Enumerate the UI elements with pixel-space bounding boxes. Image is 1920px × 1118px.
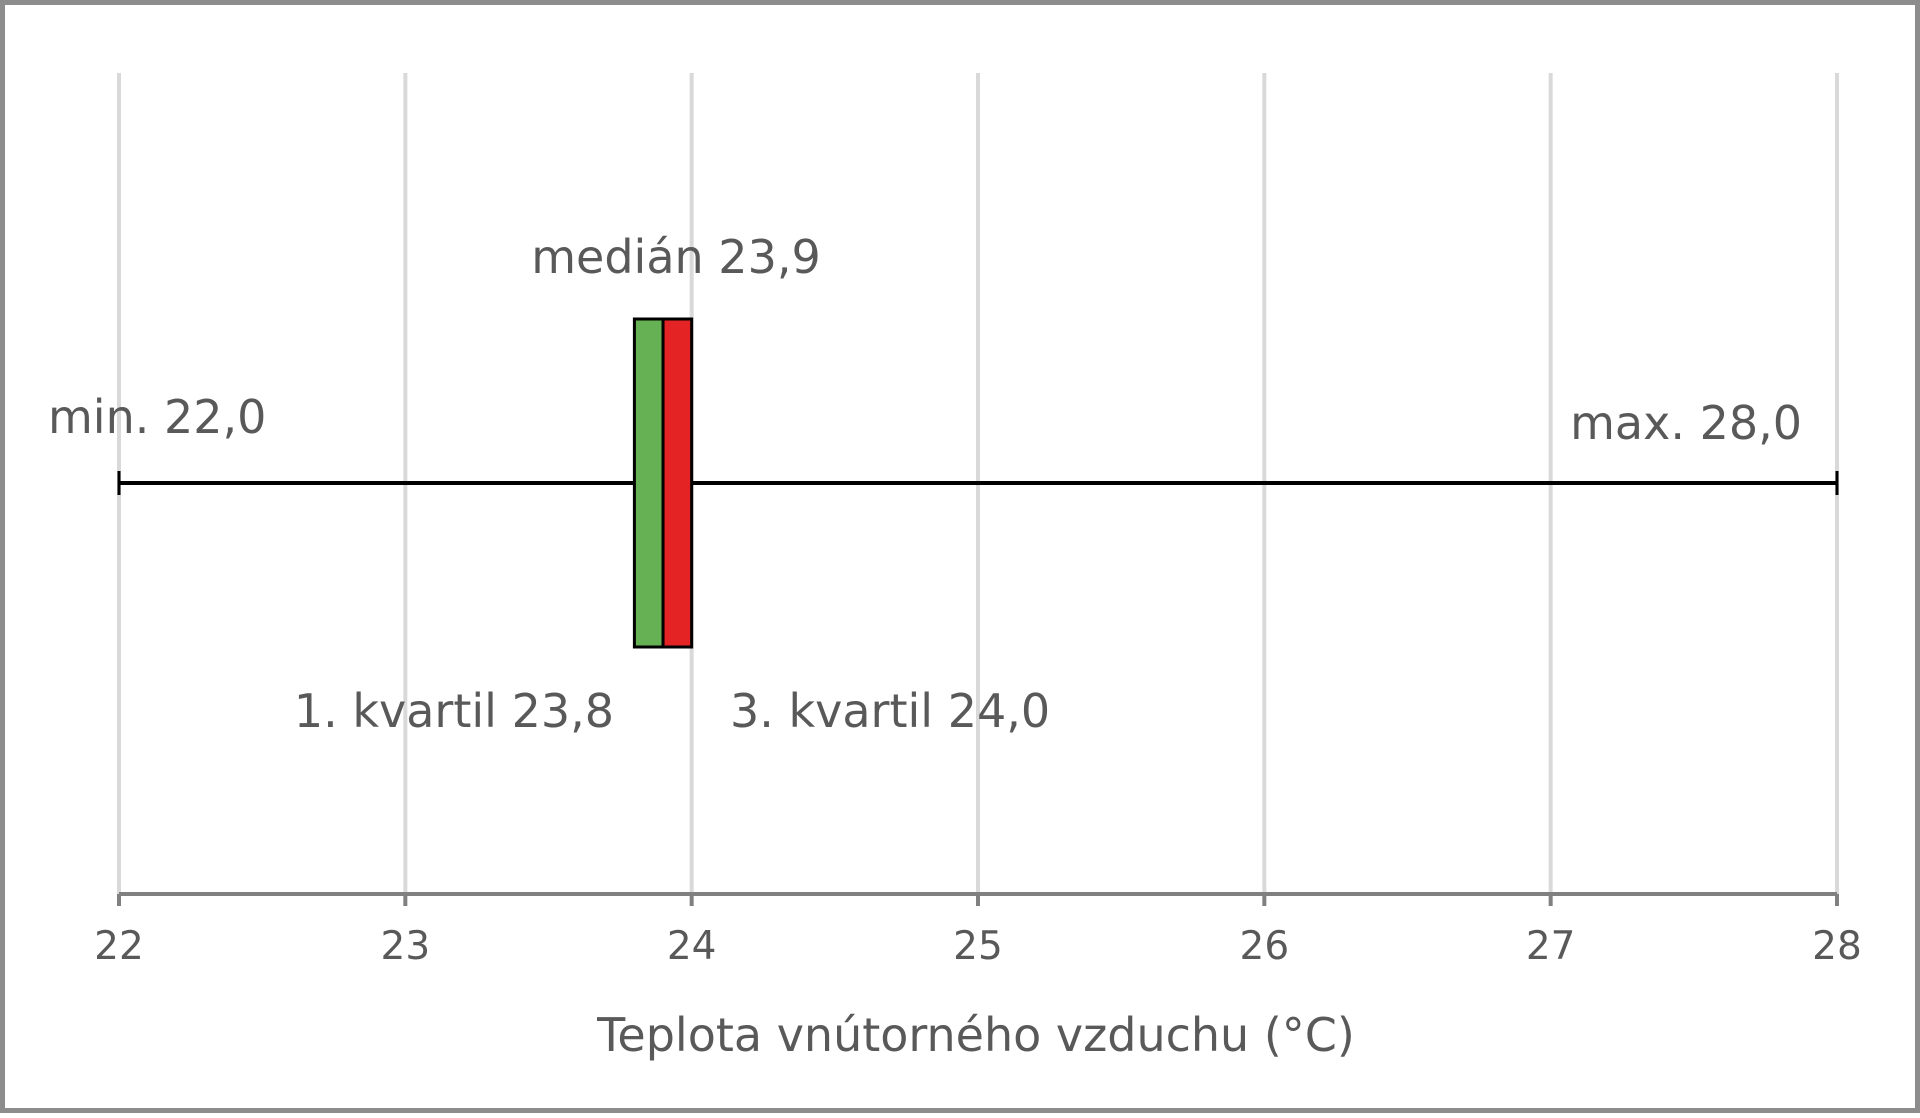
- x-tick-label-23: 23: [381, 924, 431, 969]
- x-tick-label-25: 25: [953, 924, 1003, 969]
- q1-annotation: 1. kvartil 23,8: [294, 684, 614, 738]
- q3-annotation: 3. kvartil 24,0: [730, 684, 1050, 738]
- chart-canvas: 22 23 24 25 26 27 28 medián 23,9 min. 22,0 max…: [48, 73, 1862, 1062]
- x-axis-title: Teplota vnútorného vzduchu (°C): [596, 1008, 1355, 1062]
- x-tick-label-22: 22: [94, 924, 144, 969]
- box-plot: [117, 317, 1839, 649]
- x-axis: [117, 892, 1839, 906]
- x-tick-label-28: 28: [1812, 924, 1862, 969]
- max-annotation: max. 28,0: [1570, 396, 1802, 450]
- box-lower-q1-median: [632, 317, 665, 649]
- x-tick-label-24: 24: [667, 924, 717, 969]
- min-annotation: min. 22,0: [48, 390, 266, 444]
- x-tick-label-27: 27: [1526, 924, 1576, 969]
- x-tick-label-26: 26: [1240, 924, 1290, 969]
- median-annotation: medián 23,9: [531, 230, 820, 284]
- x-tick-labels: 22 23 24 25 26 27 28: [94, 924, 1862, 969]
- box-upper-median-q3: [661, 317, 694, 649]
